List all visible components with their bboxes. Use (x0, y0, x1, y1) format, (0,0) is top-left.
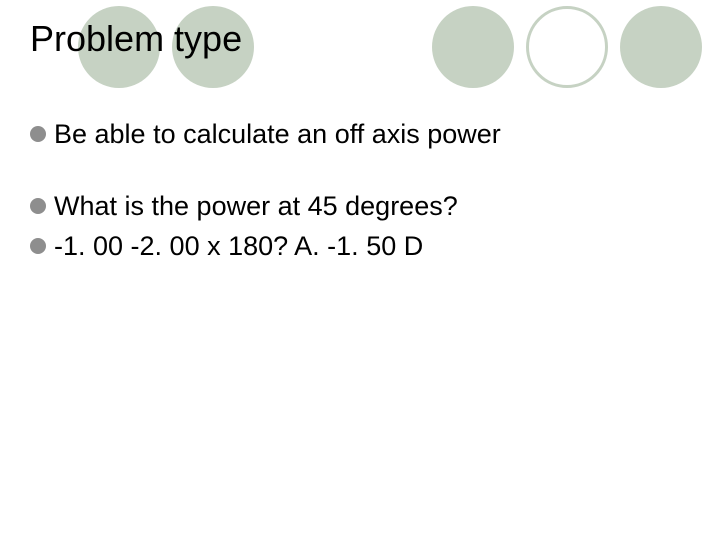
bullet-icon (30, 126, 46, 142)
bullet-text: Be able to calculate an off axis power (54, 118, 501, 152)
bullet-icon (30, 198, 46, 214)
circle-4 (526, 6, 608, 88)
circle-5 (620, 6, 702, 88)
bullet-item: -1. 00 -2. 00 x 180? A. -1. 50 D (30, 230, 690, 264)
bullet-text: What is the power at 45 degrees? (54, 190, 458, 224)
slide-content: Be able to calculate an off axis power W… (30, 118, 690, 269)
slide-title: Problem type (30, 18, 242, 60)
circle-3 (432, 6, 514, 88)
bullet-text: -1. 00 -2. 00 x 180? A. -1. 50 D (54, 230, 423, 264)
bullet-item: What is the power at 45 degrees? (30, 190, 690, 224)
bullet-icon (30, 238, 46, 254)
bullet-item: Be able to calculate an off axis power (30, 118, 690, 152)
